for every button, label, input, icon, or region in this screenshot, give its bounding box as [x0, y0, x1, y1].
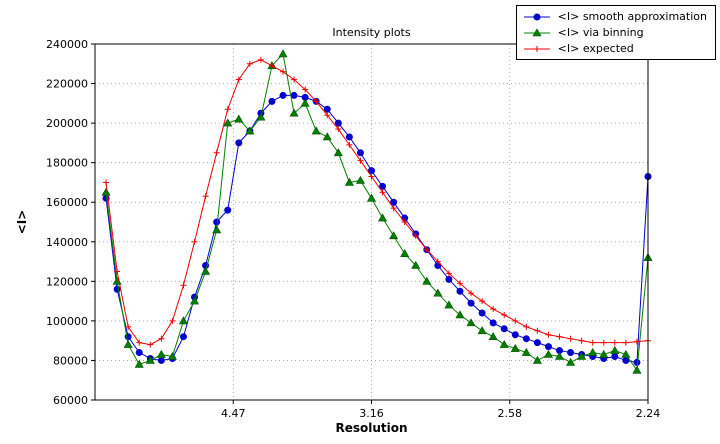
y-tick-label: 160000	[46, 196, 88, 209]
legend-item-binning: <I> via binning	[522, 25, 707, 40]
x-tick-label: 3.16	[359, 407, 384, 420]
y-tick-label: 80000	[53, 354, 88, 367]
y-tick-label: 120000	[46, 275, 88, 288]
y-tick-label: 180000	[46, 157, 88, 170]
legend-label-binning: <I> via binning	[557, 26, 644, 39]
legend: <I> smooth approximation <I> via binning…	[515, 5, 716, 60]
legend-sample-plus-icon	[523, 45, 550, 52]
legend-item-expected: <I> expected	[522, 41, 707, 56]
y-tick-label: 100000	[46, 315, 88, 328]
x-tick-label: 2.24	[636, 407, 661, 420]
y-axis-label: <I>	[15, 209, 29, 235]
legend-item-smooth: <I> smooth approximation	[522, 9, 707, 24]
y-tick-label: 60000	[53, 394, 88, 407]
series-line	[105, 94, 649, 364]
y-tick-label: 140000	[46, 236, 88, 249]
legend-sample-triangle-icon	[523, 27, 550, 36]
x-tick-label: 2.58	[498, 407, 523, 420]
legend-sample-circle-icon	[523, 13, 550, 20]
legend-label-smooth: <I> smooth approximation	[557, 10, 707, 23]
y-tick-label: 240000	[46, 38, 88, 51]
y-tick-label: 220000	[46, 78, 88, 91]
chart-title: Intensity plots	[332, 26, 411, 39]
x-axis-label: Resolution	[335, 421, 408, 435]
legend-label-expected: <I> expected	[557, 42, 634, 55]
x-tick-label: 4.47	[221, 407, 246, 420]
y-tick-label: 200000	[46, 117, 88, 130]
